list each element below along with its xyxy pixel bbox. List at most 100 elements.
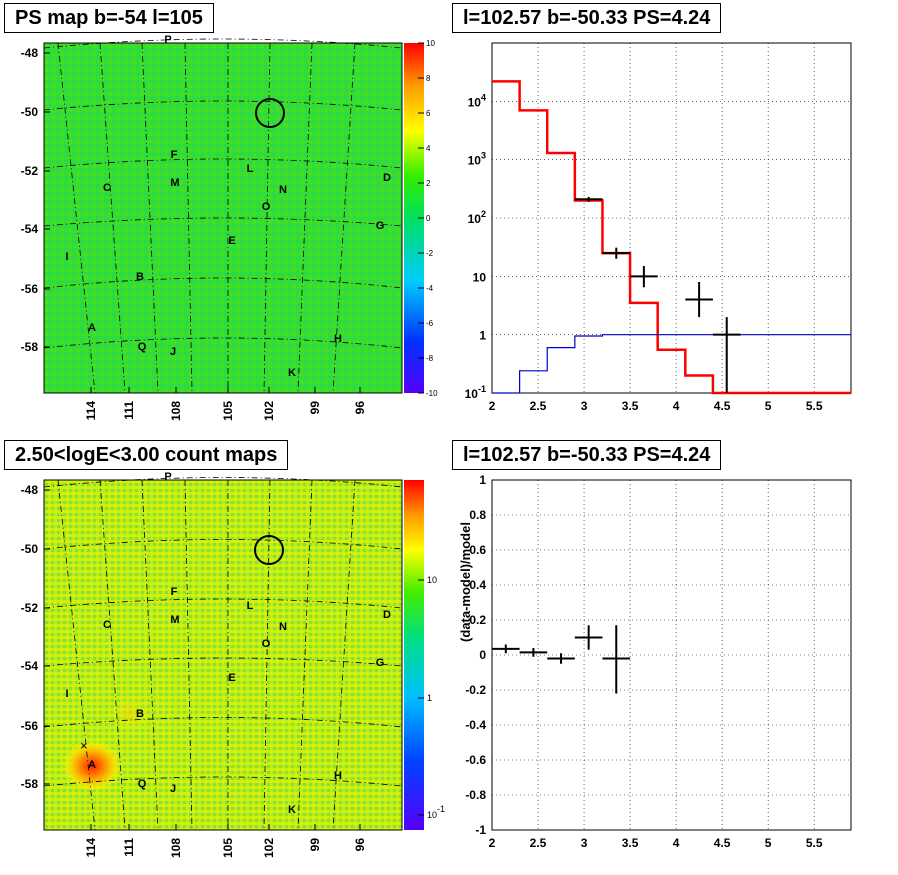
colorbar-tick-label: 10 (427, 575, 437, 585)
lat-tick-label: -48 (21, 46, 39, 60)
lon-tick-label: 111 (122, 401, 136, 420)
colorbar-tick-label: -2 (426, 249, 434, 258)
colorbar-tick-label: -6 (426, 319, 434, 328)
colorbar-tick-label: -4 (426, 284, 434, 293)
count-lat-ticks: -48 -50 -52 -54 -56 -58 (21, 483, 50, 791)
source-label-q: Q (138, 341, 147, 353)
colorbar-tick-label: 0 (426, 214, 431, 223)
residual-y-tick-label: 1 (479, 473, 486, 487)
source-label-j: J (170, 346, 176, 358)
spectrum-x-tick-label: 3.5 (622, 399, 639, 413)
residual-title: l=102.57 b=-50.33 PS=4.24 (452, 440, 722, 470)
residual-y-tick-label: 0.6 (469, 543, 486, 557)
source-label-h: H (334, 770, 342, 782)
spectrum-x-tick-label: 2.5 (530, 399, 547, 413)
source-label-h: H (334, 333, 342, 345)
residual-y-tick-label: 0.2 (469, 613, 486, 627)
source-label-n: N (279, 621, 287, 633)
count-map-title: 2.50<logE<3.00 count maps (4, 440, 289, 470)
lon-tick-label: 105 (221, 401, 235, 421)
residual-frame (491, 479, 852, 831)
source-label-o: O (262, 201, 271, 213)
source-label-m: M (170, 177, 179, 189)
source-label-p: P (164, 34, 171, 46)
colorbar-tick-label: -8 (426, 354, 434, 363)
count-map-grid (43, 477, 403, 831)
spectrum-y-tick-label: 10 (473, 270, 487, 284)
ps-colorbar (404, 43, 424, 393)
lon-tick-label: 99 (308, 838, 322, 852)
ps-colorbar-ticks: 10 8 6 4 2 0 -2 -4 -6 -8 -10 (418, 39, 438, 398)
spectrum-x-tick-label: 2 (489, 399, 496, 413)
residual-y-tick-label: 0.8 (469, 508, 486, 522)
ps-map-grid (43, 38, 403, 394)
spectrum-x-tick-label: 5 (765, 399, 772, 413)
source-label-e: E (228, 235, 235, 247)
source-label-c: C (103, 619, 111, 631)
lon-tick-label: 99 (308, 401, 322, 415)
residual-x-tick-label: 4 (673, 836, 680, 850)
source-label-b: B (136, 708, 144, 720)
source-label-k: K (288, 367, 296, 379)
source-label-m: M (170, 614, 179, 626)
count-colorbar-ticks: 10 1 10-1 (418, 575, 445, 820)
residual-y-tick-label: -0.4 (465, 718, 486, 732)
colorbar-tick-label: 2 (426, 179, 431, 188)
source-label-d: D (383, 609, 391, 621)
source-label-l: L (247, 163, 254, 175)
source-label-a: A (88, 759, 96, 771)
count-lon-ticks: 114 111 108 105 102 99 96 (84, 824, 367, 858)
spectrum-y-tick-label: 10-1 (465, 384, 486, 401)
ps-map-title: PS map b=-54 l=105 (4, 3, 214, 33)
colorbar-tick-label: 1 (427, 693, 432, 703)
source-label-d: D (383, 172, 391, 184)
lat-tick-label: -52 (21, 164, 39, 178)
target-circle (255, 98, 285, 128)
lon-tick-label: 114 (84, 838, 98, 858)
residual-y-tick-label: -0.8 (465, 788, 486, 802)
ps-source-labels: P F L C M N D O G E I B A H Q J K (65, 34, 391, 379)
lon-tick-label: 96 (353, 401, 367, 415)
colorbar-tick-label: -10 (426, 389, 438, 398)
source-b-blob (108, 696, 152, 732)
source-label-b: B (136, 271, 144, 283)
residual-panel: 2 2.5 3 3.5 4 4.5 5 5.5 1 0.8 0.6 0.4 0.2 0 -0.2 -0.4 -0… (458, 473, 852, 850)
source-label-n: N (279, 184, 287, 196)
colorbar-tick-label: 4 (426, 144, 431, 153)
ps-map-frame (43, 42, 403, 394)
lat-tick-label: -50 (21, 542, 39, 556)
target-circle-count (254, 535, 284, 565)
spectrum-x-tick-label: 4.5 (714, 399, 731, 413)
count-source-labels: P F L C M N D O G E I B A H Q J K (65, 471, 391, 816)
residual-x-tick-label: 4.5 (714, 836, 731, 850)
residual-x-tick-label: 5 (765, 836, 772, 850)
lon-tick-label: 96 (353, 838, 367, 852)
ps-map-image (44, 43, 402, 393)
lon-tick-label: 108 (169, 838, 183, 858)
source-label-e: E (228, 672, 235, 684)
spectrum-y-tick-label: 1 (479, 329, 486, 343)
source-label-c: C (103, 182, 111, 194)
source-label-k: K (288, 804, 296, 816)
lat-tick-label: -58 (21, 777, 39, 791)
source-label-g: G (376, 657, 385, 669)
lat-tick-label: -52 (21, 601, 39, 615)
source-label-g: G (376, 220, 385, 232)
lat-tick-label: -56 (21, 719, 39, 733)
lon-tick-label: 111 (122, 838, 136, 857)
lat-tick-label: -48 (21, 483, 39, 497)
spectrum-series-0 (492, 80, 851, 395)
lat-tick-label: -54 (21, 659, 39, 673)
lon-tick-label: 102 (262, 401, 276, 421)
residual-x-tick-label: 2.5 (530, 836, 547, 850)
lat-tick-label: -50 (21, 105, 39, 119)
lon-tick-label: 114 (84, 401, 98, 421)
cross-marker: × (80, 738, 88, 753)
residual-y-tick-label: -0.6 (465, 753, 486, 767)
residual-y-tick-label: 0 (479, 648, 486, 662)
ps-lat-ticks: -48 -50 -52 -54 -56 -58 (21, 46, 50, 354)
spectrum-y-tick-label: 104 (468, 92, 486, 109)
lat-tick-label: -54 (21, 222, 39, 236)
residual-y-tick-label: -1 (475, 823, 486, 837)
